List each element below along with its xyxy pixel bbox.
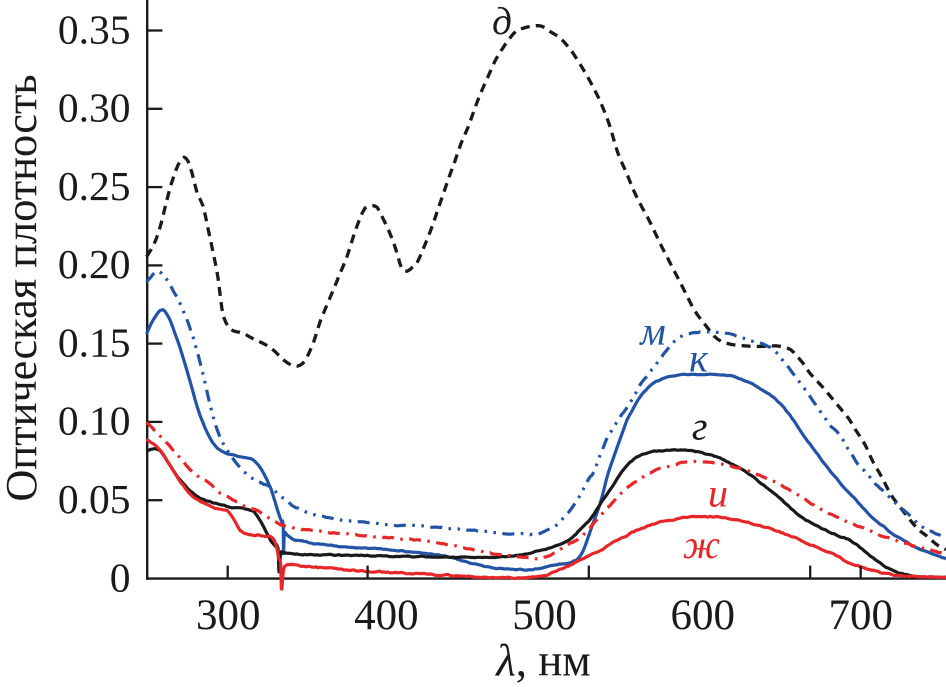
svg-text:0.25: 0.25 — [58, 163, 131, 209]
svg-text:0.20: 0.20 — [58, 241, 131, 287]
svg-text:д: д — [492, 0, 512, 43]
svg-text:м: м — [638, 309, 666, 354]
svg-text:500: 500 — [512, 592, 577, 639]
svg-text:300: 300 — [196, 592, 261, 639]
svg-text:600: 600 — [670, 592, 735, 639]
svg-text:700: 700 — [829, 592, 894, 639]
svg-text:λ, нм: λ, нм — [494, 636, 591, 686]
svg-text:к: к — [689, 336, 708, 381]
svg-text:0.30: 0.30 — [58, 85, 131, 131]
svg-text:0.35: 0.35 — [58, 6, 131, 52]
svg-text:400: 400 — [354, 592, 419, 639]
svg-text:0.15: 0.15 — [58, 319, 131, 365]
svg-text:Оптическая плотность: Оптическая плотность — [0, 74, 46, 501]
svg-text:0.05: 0.05 — [58, 476, 131, 522]
svg-text:0.10: 0.10 — [58, 398, 131, 444]
svg-text:0: 0 — [110, 554, 131, 600]
svg-text:и: и — [708, 471, 728, 516]
svg-text:ж: ж — [683, 522, 720, 567]
svg-text:г: г — [692, 404, 708, 449]
